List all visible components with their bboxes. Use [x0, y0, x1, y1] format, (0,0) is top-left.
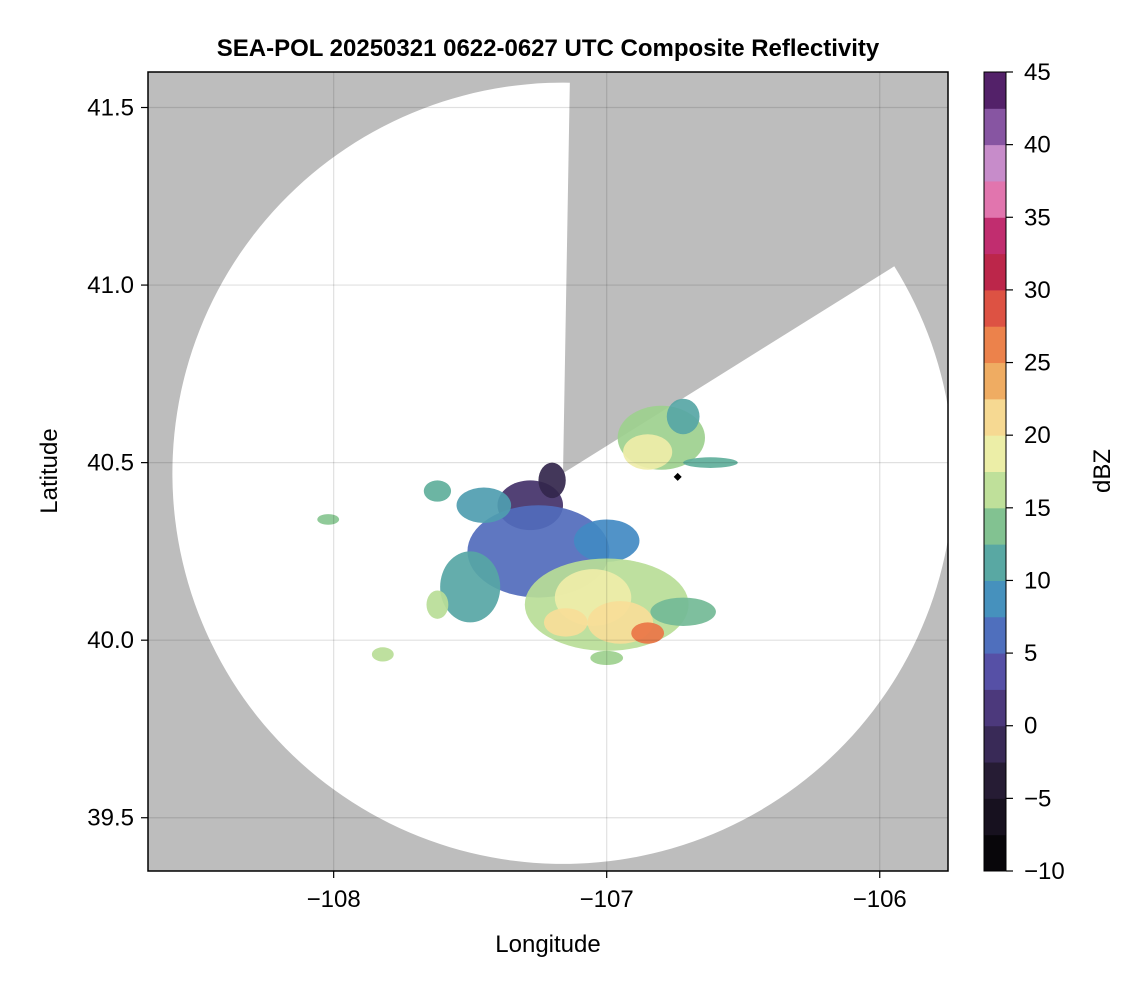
x-axis-label: Longitude — [495, 931, 600, 958]
x-tick-label: −108 — [307, 886, 361, 913]
y-axis-label: Latitude — [36, 428, 63, 513]
colorbar-tick-label: 20 — [1024, 422, 1051, 449]
colorbar-tick-label: 5 — [1024, 640, 1037, 667]
colorbar-tick-label: 25 — [1024, 350, 1051, 377]
colorbar-bin — [984, 253, 1006, 291]
colorbar-bin — [984, 289, 1006, 327]
colorbar-label: dBZ — [1089, 449, 1116, 493]
echo-region — [590, 650, 624, 666]
colorbar-tick-label: 45 — [1024, 59, 1051, 86]
colorbar-bin — [984, 72, 1006, 109]
colorbar-tick-label: 40 — [1024, 132, 1051, 159]
echo-region — [543, 608, 588, 637]
echo-region — [650, 597, 716, 626]
x-tick-label: −106 — [853, 886, 907, 913]
grid-lines — [148, 72, 948, 871]
echo-region — [683, 457, 738, 468]
colorbar-bin — [984, 762, 1006, 799]
x-tick-label: −107 — [580, 886, 634, 913]
echo-region — [426, 590, 449, 619]
y-tick-label: 40.0 — [87, 627, 134, 654]
colorbar-tick-label: 35 — [1024, 204, 1051, 231]
y-tick-label: 41.5 — [87, 95, 134, 122]
colorbar-bin — [984, 398, 1006, 436]
colorbar-tick-label: 15 — [1024, 495, 1051, 522]
colorbar-tick-label: 10 — [1024, 567, 1051, 594]
y-tick-label: 41.0 — [87, 272, 134, 299]
radar-marker — [673, 472, 682, 481]
colorbar-tick-label: −5 — [1024, 785, 1051, 812]
echo-region — [317, 514, 340, 525]
plot-area — [147, 71, 949, 872]
colorbar-tick-label: −10 — [1024, 858, 1065, 885]
colorbar-bin — [984, 435, 1006, 472]
y-axis: 39.5 40.0 40.5 41.0 41.5 — [87, 95, 148, 832]
colorbar-bin — [984, 362, 1006, 400]
colorbar-bin — [984, 471, 1006, 509]
echo-region — [573, 519, 640, 563]
colorbar-bin — [984, 507, 1006, 545]
colorbar-bin — [984, 544, 1006, 581]
colorbar-tick-label: 0 — [1024, 713, 1037, 740]
y-tick-label: 40.5 — [87, 450, 134, 477]
chart-title: SEA-POL 20250321 0622-0627 UTC Composite… — [217, 35, 880, 62]
colorbar-bin — [984, 108, 1006, 146]
colorbar-bin — [984, 217, 1006, 255]
echo-region — [371, 647, 394, 662]
colorbar-bin — [984, 616, 1006, 654]
echo-region — [440, 551, 501, 623]
colorbar-tick-label: 30 — [1024, 277, 1051, 304]
colorbar-bin — [984, 834, 1006, 872]
plot-frame — [147, 71, 949, 872]
colorbar-bin — [984, 180, 1006, 218]
colorbar-frame — [983, 71, 1007, 872]
colorbar-bin — [984, 689, 1006, 727]
colorbar-bin — [984, 580, 1006, 618]
echo-region — [456, 487, 512, 523]
colorbar-bin — [984, 798, 1006, 836]
y-tick-label: 39.5 — [87, 805, 134, 832]
echo-region — [666, 398, 700, 435]
colorbar-bin — [984, 725, 1006, 763]
echo-region — [623, 434, 673, 470]
echo-region — [423, 480, 452, 502]
echo-layer — [317, 398, 738, 666]
echo-region — [538, 462, 566, 499]
colorbar-bin — [984, 326, 1006, 364]
echo-region — [631, 622, 665, 644]
colorbar-bin — [984, 653, 1006, 690]
radar-site-marker — [673, 472, 682, 481]
x-axis: −108 −107 −106 — [307, 871, 907, 913]
colorbar-bin — [984, 144, 1006, 182]
colorbar: −10 −5 0 5 10 15 20 25 30 35 40 45 — [983, 59, 1065, 885]
